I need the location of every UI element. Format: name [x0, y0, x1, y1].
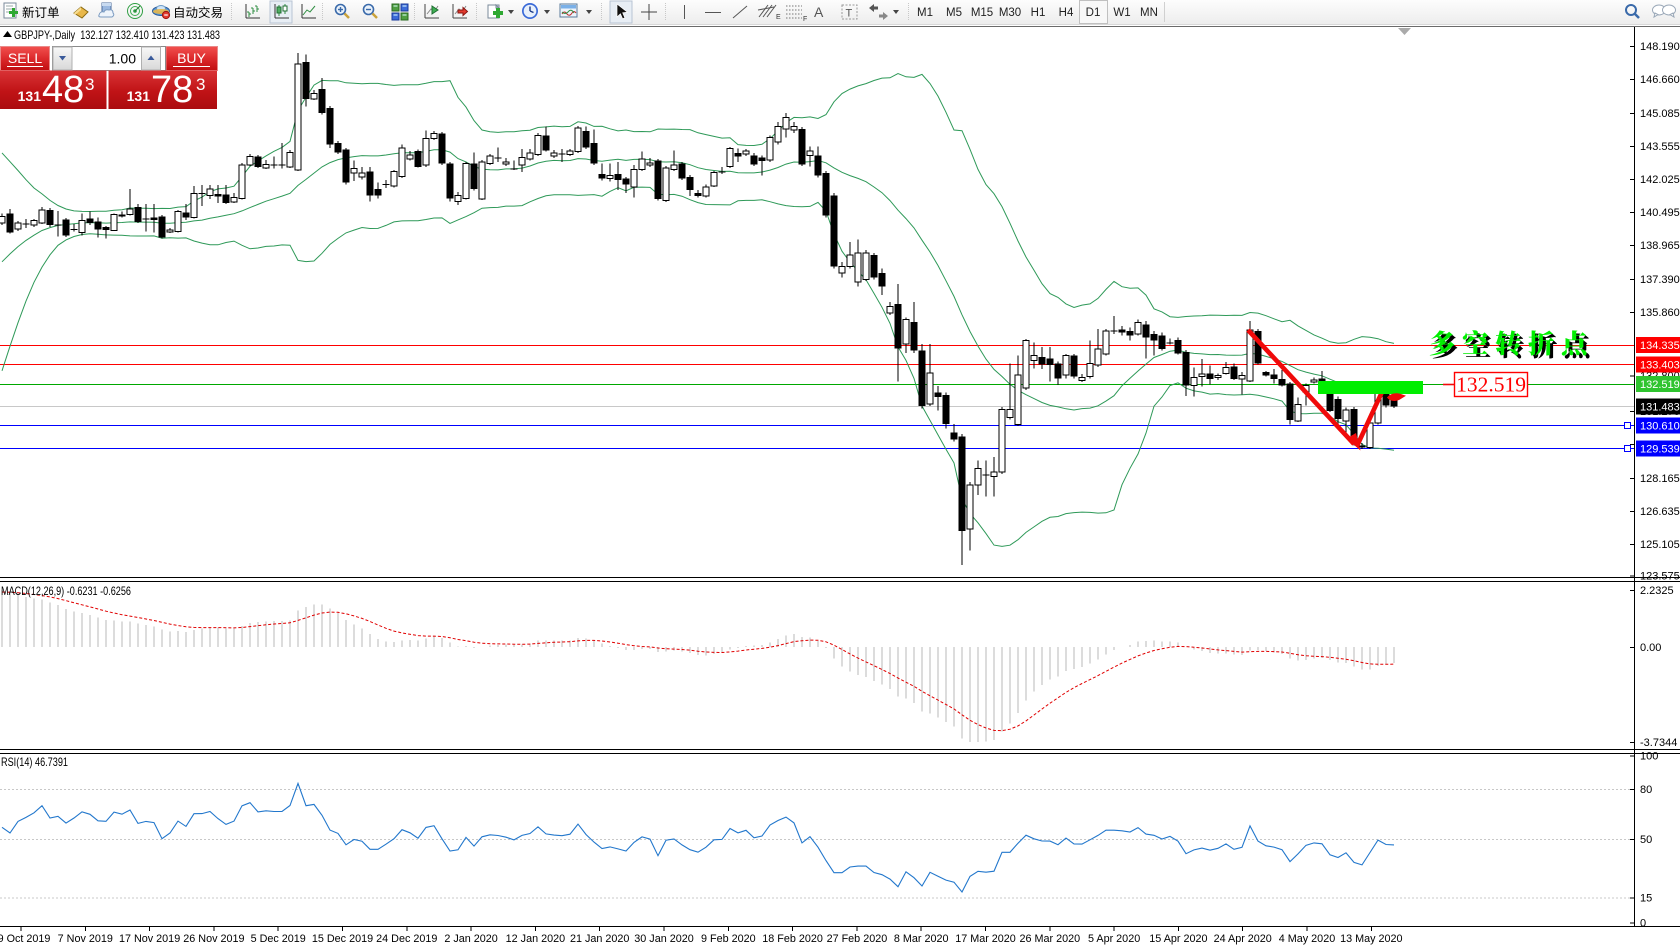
svg-text:27 Feb 2020: 27 Feb 2020	[827, 933, 888, 945]
svg-text:134.335: 134.335	[1640, 340, 1680, 352]
svg-text:80: 80	[1640, 784, 1652, 796]
svg-text:GBPJPY-,Daily 132.127 132.410: GBPJPY-,Daily 132.127 132.410 131.423 13…	[14, 28, 220, 42]
svg-text:9 Feb 2020: 9 Feb 2020	[701, 933, 756, 945]
svg-text:15: 15	[1640, 892, 1652, 904]
svg-text:17 Mar 2020: 17 Mar 2020	[955, 933, 1016, 945]
svg-text:24 Dec 2019: 24 Dec 2019	[376, 933, 437, 945]
svg-text:12 Jan 2020: 12 Jan 2020	[506, 933, 565, 945]
svg-text:2 Jan 2020: 2 Jan 2020	[444, 933, 497, 945]
svg-text:MACD(12,26,9) -0.6231 -0.6256: MACD(12,26,9) -0.6231 -0.6256	[1, 584, 131, 598]
svg-text:133.403: 133.403	[1640, 360, 1680, 372]
svg-text:13 May 2020: 13 May 2020	[1340, 933, 1402, 945]
svg-text:142.025: 142.025	[1640, 174, 1680, 186]
svg-text:H4: H4	[1059, 7, 1074, 19]
svg-text:29 Oct 2019: 29 Oct 2019	[0, 933, 50, 945]
svg-text:5 Dec 2019: 5 Dec 2019	[251, 933, 306, 945]
svg-text:48: 48	[42, 69, 84, 111]
svg-text:3: 3	[196, 75, 205, 94]
svg-text:78: 78	[151, 69, 193, 111]
svg-text:8 Mar 2020: 8 Mar 2020	[894, 933, 949, 945]
svg-text:M1: M1	[917, 7, 933, 19]
svg-text:131.483: 131.483	[1640, 402, 1680, 414]
svg-text:7 Nov 2019: 7 Nov 2019	[58, 933, 113, 945]
svg-text:T: T	[846, 8, 853, 20]
svg-text:H1: H1	[1031, 7, 1046, 19]
svg-text:128.165: 128.165	[1640, 473, 1680, 485]
svg-text:0.00: 0.00	[1640, 642, 1661, 654]
svg-text:148.190: 148.190	[1640, 41, 1680, 53]
svg-text:143.555: 143.555	[1640, 141, 1680, 153]
svg-text:15 Apr 2020: 15 Apr 2020	[1149, 933, 1207, 945]
svg-text:W1: W1	[1113, 7, 1130, 19]
svg-text:146.660: 146.660	[1640, 74, 1680, 86]
svg-text:A: A	[814, 4, 824, 20]
svg-text:SELL: SELL	[8, 50, 42, 66]
svg-text:E: E	[776, 14, 781, 21]
svg-text:4 May 2020: 4 May 2020	[1279, 933, 1335, 945]
svg-text:145.085: 145.085	[1640, 108, 1680, 120]
svg-text:26 Mar 2020: 26 Mar 2020	[1019, 933, 1080, 945]
svg-text:BUY: BUY	[177, 50, 206, 66]
svg-text:135.860: 135.860	[1640, 307, 1680, 319]
svg-text:3: 3	[85, 75, 94, 94]
svg-text:M5: M5	[946, 7, 962, 19]
svg-text:-3.7344: -3.7344	[1640, 737, 1677, 749]
svg-text:132.519: 132.519	[1640, 379, 1680, 391]
svg-text:17 Nov 2019: 17 Nov 2019	[119, 933, 180, 945]
svg-text:18 Feb 2020: 18 Feb 2020	[762, 933, 823, 945]
svg-text:123.575: 123.575	[1640, 571, 1680, 583]
svg-text:M15: M15	[971, 7, 993, 19]
svg-text:1.00: 1.00	[109, 51, 136, 67]
svg-text:21 Jan 2020: 21 Jan 2020	[570, 933, 629, 945]
svg-text:137.390: 137.390	[1640, 274, 1680, 286]
svg-text:132.519: 132.519	[1456, 373, 1526, 397]
svg-text:5 Apr 2020: 5 Apr 2020	[1088, 933, 1140, 945]
svg-text:24 Apr 2020: 24 Apr 2020	[1214, 933, 1272, 945]
svg-text:140.495: 140.495	[1640, 207, 1680, 219]
svg-text:RSI(14) 46.7391: RSI(14) 46.7391	[1, 755, 68, 769]
svg-text:129.539: 129.539	[1640, 444, 1680, 456]
svg-text:138.965: 138.965	[1640, 240, 1680, 252]
svg-text:MN: MN	[1140, 7, 1158, 19]
svg-text:126.635: 126.635	[1640, 506, 1680, 518]
svg-text:100: 100	[1640, 751, 1658, 763]
svg-text:D1: D1	[1086, 7, 1101, 19]
svg-text:131: 131	[127, 88, 151, 104]
svg-text:131: 131	[18, 88, 42, 104]
svg-text:125.105: 125.105	[1640, 539, 1680, 551]
svg-text:M30: M30	[999, 7, 1021, 19]
svg-text:2.2325: 2.2325	[1640, 585, 1674, 597]
svg-text:26 Nov 2019: 26 Nov 2019	[183, 933, 244, 945]
svg-text:50: 50	[1640, 834, 1652, 846]
svg-text:15 Dec 2019: 15 Dec 2019	[312, 933, 373, 945]
svg-text:130.610: 130.610	[1640, 421, 1680, 433]
svg-text:F: F	[803, 16, 807, 23]
svg-text:0: 0	[1640, 917, 1646, 929]
svg-text:30 Jan 2020: 30 Jan 2020	[634, 933, 693, 945]
